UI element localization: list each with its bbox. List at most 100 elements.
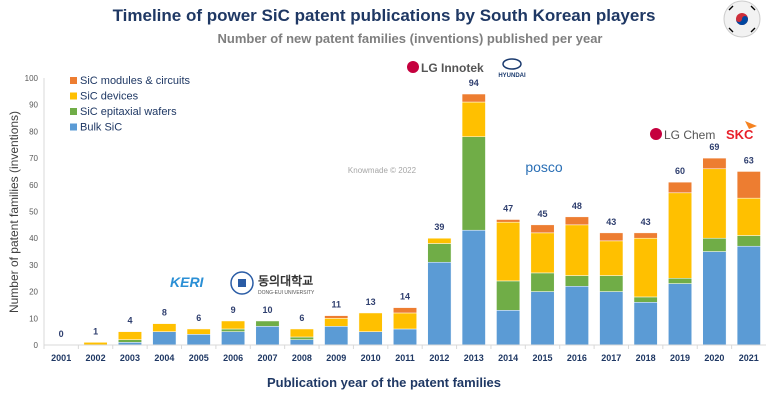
bar-segment-sic-epitaxial-wafers <box>737 236 760 247</box>
y-tick-label: 60 <box>29 181 38 190</box>
bar-segment-sic-devices <box>496 222 519 281</box>
chart-subtitle: Number of new patent families (invention… <box>217 31 602 46</box>
bar-segment-sic-epitaxial-wafers <box>668 278 691 283</box>
total-label: 60 <box>675 166 685 176</box>
bar-segment-bulk-sic <box>325 326 348 345</box>
svg-text:LG Chem: LG Chem <box>664 128 715 142</box>
y-tick-label: 20 <box>29 288 38 297</box>
bar-segment-sic-modules-circuits <box>496 220 519 223</box>
bar-segment-bulk-sic <box>496 310 519 345</box>
bar-segment-sic-modules-circuits <box>565 217 588 225</box>
chart-figure: Timeline of power SiC patent publication… <box>0 0 768 402</box>
lg-innotek-logo: LG Innotek <box>407 61 484 75</box>
bar-segment-sic-epitaxial-wafers <box>496 281 519 310</box>
bar-segment-bulk-sic <box>221 332 244 345</box>
bar-segment-sic-modules-circuits <box>668 182 691 193</box>
total-label: 43 <box>641 217 651 227</box>
bar-segment-bulk-sic <box>668 284 691 345</box>
total-label: 43 <box>606 217 616 227</box>
legend-label: SiC devices <box>80 91 139 103</box>
x-tick-label: 2007 <box>257 353 277 363</box>
x-tick-label: 2017 <box>601 353 621 363</box>
bar-segment-sic-devices <box>359 313 382 332</box>
y-tick-label: 30 <box>29 261 38 270</box>
y-tick-label: 0 <box>34 341 39 350</box>
bar-segment-sic-devices <box>634 238 657 297</box>
legend: SiC modules & circuitsSiC devicesSiC epi… <box>70 75 191 134</box>
x-tick-label: 2001 <box>51 353 71 363</box>
y-tick-label: 80 <box>29 127 38 136</box>
bar-segment-sic-devices <box>531 233 554 273</box>
keri-logo: KERI <box>170 274 205 290</box>
bar-segment-sic-epitaxial-wafers <box>428 244 451 263</box>
x-tick-label: 2003 <box>120 353 140 363</box>
bar-segment-bulk-sic <box>428 262 451 345</box>
bar-segment-bulk-sic <box>393 329 416 345</box>
x-tick-label: 2016 <box>567 353 587 363</box>
x-tick-label: 2005 <box>189 353 209 363</box>
x-tick-label: 2021 <box>739 353 759 363</box>
y-axis-label: Number of patent families (inventions) <box>7 111 21 313</box>
bar-segment-sic-devices <box>668 193 691 278</box>
bar-segment-sic-modules-circuits <box>703 158 726 169</box>
chart-svg: Timeline of power SiC patent publication… <box>0 0 768 402</box>
total-label: 13 <box>366 297 376 307</box>
x-tick-label: 2019 <box>670 353 690 363</box>
total-label: 0 <box>59 329 64 339</box>
bar-segment-bulk-sic <box>634 302 657 345</box>
total-label: 10 <box>262 305 272 315</box>
bar-segment-sic-epitaxial-wafers <box>531 273 554 292</box>
legend-swatch <box>70 108 77 115</box>
bar-segment-sic-modules-circuits <box>325 316 348 319</box>
total-label: 48 <box>572 201 582 211</box>
bar-segment-sic-modules-circuits <box>531 225 554 233</box>
bar-segment-sic-devices <box>565 225 588 276</box>
bar-segment-sic-modules-circuits <box>600 233 623 241</box>
x-tick-label: 2004 <box>154 353 174 363</box>
total-label: 6 <box>196 313 201 323</box>
bar-segment-bulk-sic <box>462 230 485 345</box>
x-tick-label: 2010 <box>361 353 381 363</box>
watermark: Knowmade © 2022 <box>348 166 417 175</box>
lg-chem-logo: LG Chem <box>650 128 715 142</box>
bar-segment-sic-devices <box>325 318 348 326</box>
x-axis: 2001200220032004200520062007200820092010… <box>44 345 766 363</box>
svg-text:동의대학교: 동의대학교 <box>258 273 313 288</box>
bar-segment-sic-devices <box>462 102 485 137</box>
total-label: 94 <box>469 78 479 88</box>
bar-segment-sic-devices <box>187 329 210 334</box>
y-tick-label: 90 <box>29 101 38 110</box>
bar-segment-bulk-sic <box>565 286 588 345</box>
x-tick-label: 2014 <box>498 353 518 363</box>
bar-segment-bulk-sic <box>703 252 726 345</box>
bar-segment-sic-modules-circuits <box>737 171 760 198</box>
legend-label: SiC modules & circuits <box>80 75 191 87</box>
x-tick-label: 2013 <box>464 353 484 363</box>
chart-title: Timeline of power SiC patent publication… <box>113 6 656 25</box>
y-tick-label: 10 <box>29 314 38 323</box>
total-label: 69 <box>709 142 719 152</box>
x-tick-label: 2020 <box>704 353 724 363</box>
bar-segment-sic-modules-circuits <box>393 308 416 313</box>
bar-segment-bulk-sic <box>187 334 210 345</box>
total-label: 14 <box>400 292 410 302</box>
bars: 01486910611131439944745484343606963 <box>59 78 761 345</box>
x-tick-label: 2006 <box>223 353 243 363</box>
bar-segment-sic-devices <box>290 329 313 337</box>
bar-segment-sic-devices <box>393 313 416 329</box>
svg-text:SKC: SKC <box>726 127 754 142</box>
bar-segment-sic-epitaxial-wafers <box>290 337 313 340</box>
bar-segment-sic-devices <box>600 241 623 276</box>
bar-segment-bulk-sic <box>256 326 279 345</box>
svg-text:posco: posco <box>525 159 563 175</box>
bar-segment-sic-epitaxial-wafers <box>703 238 726 251</box>
total-label: 39 <box>434 222 444 232</box>
dong-eui-logo: 동의대학교 DONG-EUI UNIVERSITY <box>231 272 315 296</box>
total-label: 11 <box>331 300 341 310</box>
bar-segment-sic-epitaxial-wafers <box>634 297 657 302</box>
bar-segment-sic-epitaxial-wafers <box>565 276 588 287</box>
bar-segment-bulk-sic <box>359 332 382 345</box>
bar-segment-bulk-sic <box>737 246 760 345</box>
svg-text:LG Innotek: LG Innotek <box>421 61 484 75</box>
bar-segment-sic-devices <box>737 198 760 235</box>
